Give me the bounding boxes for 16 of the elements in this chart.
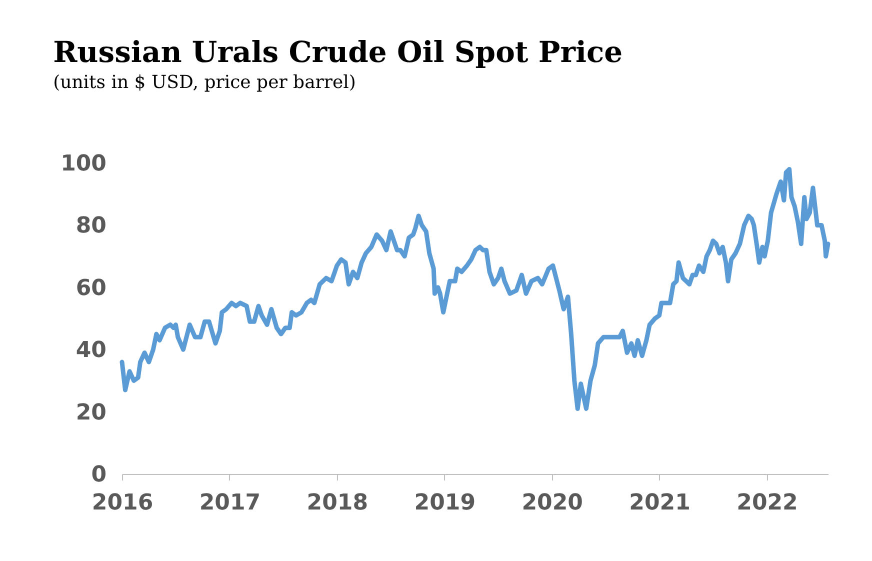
y-tick-label: 60: [76, 276, 106, 301]
chart-title: Russian Urals Crude Oil Spot Price: [53, 35, 623, 69]
y-tick-label: 40: [76, 338, 106, 364]
x-tick-label: 2017: [199, 490, 261, 516]
x-tick-label: 2018: [306, 490, 368, 516]
x-tick-label: 2020: [522, 490, 583, 516]
line-series: [120, 166, 830, 411]
y-tick-label: 20: [76, 400, 106, 426]
chart-subtitle: (units in $ USD, price per barrel): [53, 72, 356, 93]
x-tick-label: 2019: [414, 490, 476, 516]
y-tick-label: 0: [91, 462, 106, 488]
y-tick-label: 100: [60, 152, 106, 176]
x-tick-label: 2022: [736, 490, 798, 516]
x-tick-label: 2016: [92, 490, 154, 516]
x-tick-label: 2021: [629, 490, 690, 516]
y-tick-label: 80: [76, 214, 106, 239]
